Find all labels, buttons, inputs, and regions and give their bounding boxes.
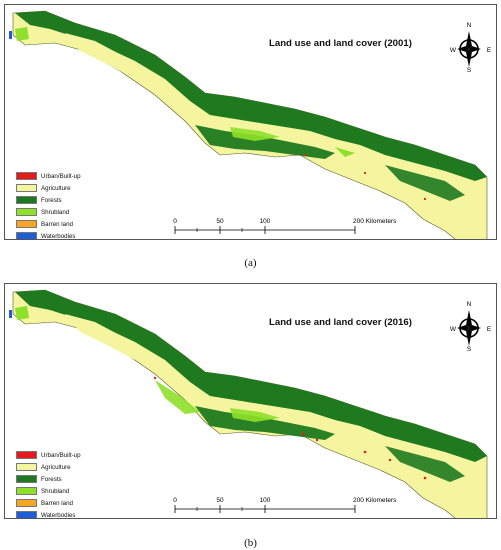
scale-bar: 0 50 100 200 Kilometers [165,214,445,238]
legend-label: Waterbodies [41,511,76,519]
legend-label: Shrubland [41,208,70,216]
scale-tick-label: 200 Kilometers [353,497,397,504]
legend-item: Barren land [16,219,81,229]
legend-swatch [16,487,37,495]
land-cover-map-2001 [9,10,488,239]
legend-swatch [16,451,37,459]
map-legend: Urban/Built-up Agriculture Forests Shrub… [16,450,81,519]
legend-label: Forests [41,196,62,204]
legend-item: Waterbodies [16,231,81,240]
compass-e: E [487,326,492,333]
legend-swatch [16,184,37,192]
scale-tick-label: 200 Kilometers [353,218,397,225]
legend-item: Shrubland [16,207,81,217]
legend-swatch [16,232,37,239]
legend-swatch [16,511,37,518]
legend-item: Barren land [16,498,81,508]
legend-label: Barren land [41,220,73,228]
legend-item: Agriculture [16,183,81,193]
legend-label: Urban/Built-up [41,451,81,459]
legend-label: Forests [41,475,62,483]
legend-item: Agriculture [16,462,81,472]
compass-w: W [450,47,457,54]
map-title: Land use and land cover (2001) [269,38,412,49]
legend-label: Agriculture [41,184,71,192]
legend-item: Forests [16,474,81,484]
scale-tick-label: 0 [173,218,177,225]
legend-swatch [16,208,37,216]
legend-label: Agriculture [41,463,71,471]
north-arrow-icon: N S W E [449,298,495,353]
compass-n: N [467,301,472,308]
legend-item: Waterbodies [16,510,81,519]
scale-bar: 0 50 100 200 Kilometers [165,493,445,517]
legend-item: Forests [16,195,81,205]
legend-item: Urban/Built-up [16,171,81,181]
scale-tick-label: 0 [173,497,177,504]
north-arrow-icon: N S W E [449,19,495,74]
legend-item: Shrubland [16,486,81,496]
land-cover-map-2016 [9,289,488,518]
scale-tick-label: 100 [260,218,271,225]
scale-tick-label: 100 [260,497,271,504]
legend-swatch [16,196,37,204]
map-panel-2016: Land use and land cover (2016) N S W E U… [4,283,497,519]
legend-swatch [16,220,37,228]
compass-n: N [467,22,472,29]
scale-tick-label: 50 [216,218,224,225]
legend-swatch [16,463,37,471]
legend-label: Waterbodies [41,232,76,240]
legend-swatch [16,499,37,507]
figure-caption-b: (b) [244,537,257,549]
legend-label: Shrubland [41,487,70,495]
map-legend: Urban/Built-up Agriculture Forests Shrub… [16,171,81,240]
legend-swatch [16,172,37,180]
compass-s: S [467,346,472,352]
map-panel-2001: Land use and land cover (2001) N S W E U… [4,4,497,240]
compass-w: W [450,326,457,333]
legend-item: Urban/Built-up [16,450,81,460]
legend-label: Barren land [41,499,73,507]
legend-label: Urban/Built-up [41,172,81,180]
compass-e: E [487,47,492,54]
map-title: Land use and land cover (2016) [269,317,412,328]
scale-tick-label: 50 [216,497,224,504]
figure-caption-a: (a) [244,257,257,269]
legend-swatch [16,475,37,483]
compass-s: S [467,67,472,73]
